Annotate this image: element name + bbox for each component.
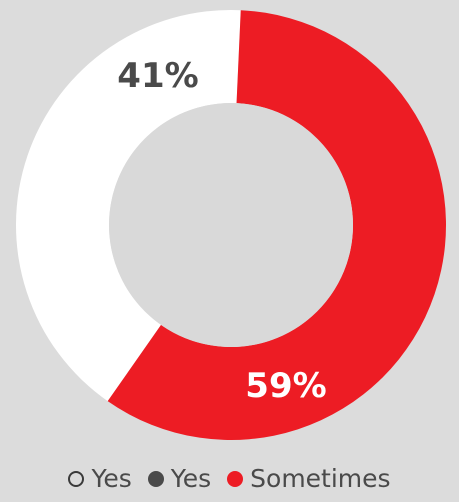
legend-item-yes-filled: Yes (147, 464, 212, 493)
legend-label: Yes (170, 464, 212, 493)
donut-chart: 41% 59% (16, 10, 446, 441)
filled-circle-icon (147, 470, 164, 487)
legend-item-sometimes: Sometimes (227, 464, 391, 493)
legend: Yes Yes Sometimes (0, 464, 459, 493)
legend-item-yes-hollow: Yes (68, 464, 132, 493)
slice-label-1: 41% (117, 56, 198, 96)
red-circle-icon (227, 470, 244, 487)
donut-slice-1 (16, 10, 241, 402)
legend-label: Sometimes (250, 464, 391, 493)
legend-label: Yes (91, 464, 132, 493)
slice-label-2: 59% (245, 366, 326, 406)
donut-hole (109, 103, 353, 347)
donut-slice-2 (107, 10, 446, 441)
hollow-circle-icon (68, 470, 85, 487)
